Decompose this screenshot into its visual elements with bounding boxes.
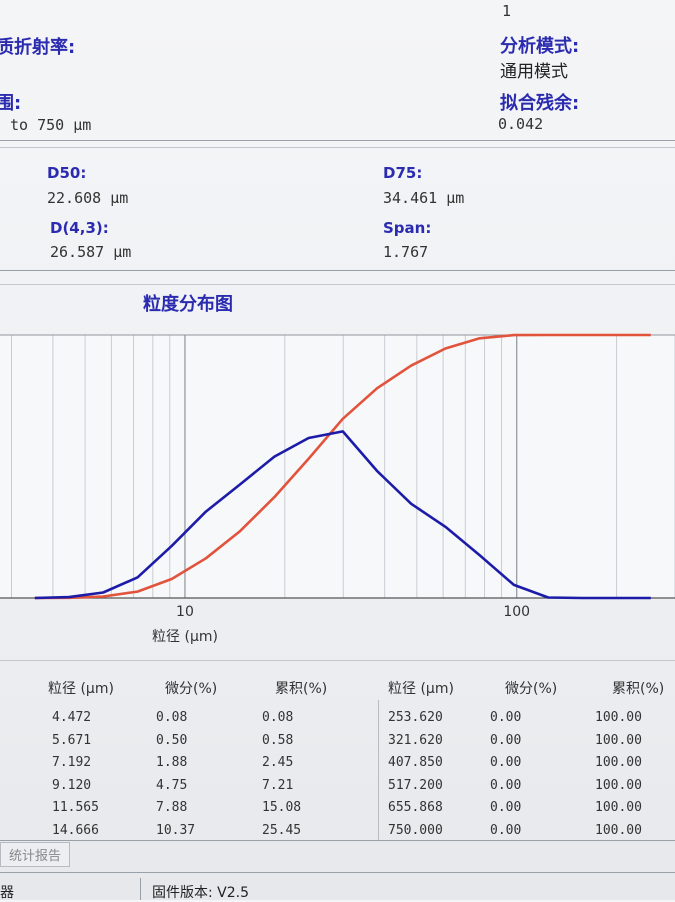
label: 围: xyxy=(0,93,22,114)
page-number: 1 xyxy=(502,2,512,20)
table-cell: 253.620 xyxy=(388,710,443,725)
table-cell: 4.472 xyxy=(52,710,92,725)
label: 拟合残余: xyxy=(500,93,580,114)
status-text: 器 xyxy=(0,885,14,901)
table-cell: 10.37 xyxy=(156,822,196,838)
label: D(4,3): xyxy=(50,219,109,237)
column-header: 粒径 (μm) xyxy=(48,681,114,697)
table-cell: 4.75 xyxy=(156,777,188,793)
value: 0.042 xyxy=(498,115,544,133)
label: 分析模式: xyxy=(500,36,580,57)
column-header: 累积(%) xyxy=(275,681,328,697)
table-cell: 321.620 xyxy=(388,732,443,748)
divider xyxy=(0,147,675,148)
table-cell: 11.565 xyxy=(52,800,99,815)
chart-title: 粒度分布图 xyxy=(143,293,233,315)
table-cell: 0.00 xyxy=(490,710,522,725)
table-cell: 0.58 xyxy=(262,732,294,748)
value: 22.608 μm xyxy=(47,189,129,207)
table-cell: 7.21 xyxy=(262,777,294,793)
divider xyxy=(0,840,675,841)
table-cell: 9.120 xyxy=(52,777,92,793)
table-cell: 14.666 xyxy=(52,822,99,838)
table-cell: 655.868 xyxy=(388,800,443,815)
table-cell: 2.45 xyxy=(262,755,294,770)
label: D50: xyxy=(47,164,87,182)
label: Span: xyxy=(383,219,432,237)
table-cell: 0.00 xyxy=(490,800,522,815)
divider xyxy=(0,270,675,271)
column-header: 累积(%) xyxy=(612,681,665,697)
table-cell: 0.08 xyxy=(262,710,294,725)
table-cell: 5.671 xyxy=(52,732,92,748)
table-cell: 0.00 xyxy=(490,822,522,838)
chart: 粒度分布图 粒径 (μm) 10 100 xyxy=(0,293,675,645)
divider xyxy=(0,872,675,873)
plot-area xyxy=(0,335,675,598)
table-cell: 7.88 xyxy=(156,800,188,815)
table-cell: 15.08 xyxy=(262,800,302,815)
label: 质折射率: xyxy=(0,37,76,58)
table-cell: 100.00 xyxy=(595,777,642,793)
table-cell: 100.00 xyxy=(595,732,642,748)
value: 1.767 xyxy=(383,243,429,261)
divider xyxy=(0,140,675,141)
table-cell: 517.200 xyxy=(388,777,443,793)
table-cell: 0.00 xyxy=(490,755,522,770)
table-cell: 750.000 xyxy=(388,822,443,838)
table-cell: 7.192 xyxy=(52,755,92,770)
label: D75: xyxy=(383,164,423,182)
table-cell: 0.00 xyxy=(490,732,522,748)
x-tick-label: 10 xyxy=(176,604,194,620)
divider xyxy=(0,284,675,285)
value: 26.587 μm xyxy=(50,243,132,261)
value: 34.461 μm xyxy=(383,189,465,207)
table-cell: 100.00 xyxy=(595,800,642,815)
status-text: 固件版本: V2.5 xyxy=(152,885,250,901)
x-tick-label: 100 xyxy=(503,604,530,620)
column-divider xyxy=(378,700,379,840)
table-cell: 0.08 xyxy=(156,710,188,725)
table-cell: 0.50 xyxy=(156,732,188,748)
table-cell: 100.00 xyxy=(595,822,642,838)
series-line xyxy=(34,430,651,600)
status-divider xyxy=(140,878,141,900)
table-cell: 100.00 xyxy=(595,710,642,725)
divider xyxy=(0,660,675,661)
x-axis-label: 粒径 (μm) xyxy=(152,629,218,645)
series-line xyxy=(34,333,651,600)
table-cell: 1.88 xyxy=(156,755,188,770)
value: 通用模式 xyxy=(500,62,568,82)
table-cell: 407.850 xyxy=(388,755,443,770)
table-cell: 25.45 xyxy=(262,822,302,838)
value: to 750 μm xyxy=(10,116,92,134)
tab[interactable]: 统计报告 xyxy=(0,842,71,867)
column-header: 微分(%) xyxy=(505,681,558,697)
column-header: 微分(%) xyxy=(165,681,218,697)
table-cell: 0.00 xyxy=(490,777,522,793)
table-cell: 100.00 xyxy=(595,755,642,770)
column-header: 粒径 (μm) xyxy=(388,681,454,697)
